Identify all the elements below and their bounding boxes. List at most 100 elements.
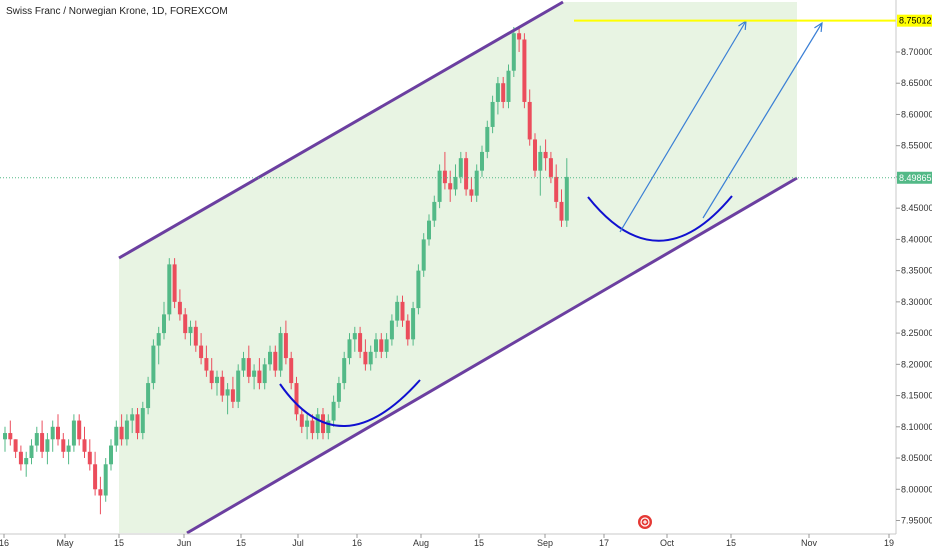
- price-tick-label: 7.95000: [901, 516, 932, 526]
- price-tick-label: 8.25000: [901, 328, 932, 338]
- candles-layer: [3, 26, 569, 515]
- candle-body: [82, 439, 87, 452]
- candle-body: [506, 70, 511, 102]
- candle-body: [358, 333, 363, 352]
- price-tick-label: 8.30000: [901, 297, 932, 307]
- level-price-badge: [897, 14, 932, 27]
- price-tick-label: 8.45000: [901, 203, 932, 213]
- candle-body: [310, 420, 315, 434]
- candle-body: [305, 420, 310, 427]
- candle-body: [119, 426, 124, 440]
- candle-body: [538, 151, 543, 171]
- candle-body: [220, 376, 225, 396]
- candle-body: [533, 139, 537, 171]
- candle-body: [135, 414, 140, 434]
- price-tick-label: 8.40000: [901, 234, 932, 244]
- candle-body: [215, 376, 219, 384]
- candle-body: [495, 83, 500, 102]
- candle-body: [474, 170, 479, 196]
- candle-body: [517, 33, 522, 40]
- candle-body: [453, 176, 458, 190]
- current-price-label: 8.49865: [899, 173, 932, 183]
- candle-body: [289, 358, 294, 384]
- candle-body: [93, 464, 98, 490]
- time-tick-label: 15: [474, 538, 484, 548]
- candle-body: [241, 358, 246, 371]
- candle-body: [299, 414, 304, 427]
- projection-arrow: [702, 22, 823, 219]
- candle-body: [437, 170, 442, 202]
- channel-upper-line: [118, 0, 564, 260]
- candle-body: [522, 39, 527, 102]
- projection-arrowhead: [814, 21, 823, 33]
- candle-body: [400, 301, 405, 321]
- candle-body: [421, 239, 426, 271]
- candle-body: [559, 201, 564, 221]
- candle-body: [130, 414, 135, 421]
- candle-body: [24, 458, 29, 465]
- candle-body: [347, 339, 352, 359]
- time-tick-label: Sep: [537, 538, 553, 548]
- candle-body: [363, 351, 368, 365]
- candle-body: [77, 420, 82, 440]
- candle-body: [374, 339, 378, 352]
- price-tick-label: 8.55000: [901, 141, 932, 151]
- candle-body: [283, 333, 288, 359]
- candle-body: [485, 126, 490, 152]
- candle-body: [151, 345, 156, 384]
- candle-body: [87, 451, 92, 465]
- time-tick-label: 16: [0, 538, 9, 548]
- candle-body: [209, 370, 214, 384]
- price-tick-label: 8.10000: [901, 422, 932, 432]
- time-tick-label: 19: [884, 538, 894, 548]
- candle-body: [167, 264, 172, 315]
- time-tick-label: 17: [599, 538, 609, 548]
- candle-body: [230, 389, 235, 402]
- candle-body: [199, 345, 204, 359]
- candle-body: [50, 426, 55, 440]
- time-tick-label: Nov: [801, 538, 818, 548]
- price-tick-label: 8.05000: [901, 453, 932, 463]
- candle-body: [416, 270, 421, 309]
- candle-body: [45, 439, 50, 452]
- candle-body: [368, 351, 373, 365]
- price-axis: 7.95000 8.00000 8.05000 8.10000 8.15000 8.200…: [895, 0, 932, 534]
- candle-body: [204, 358, 209, 371]
- candle-body: [458, 158, 463, 177]
- candle-body: [427, 220, 431, 240]
- candle-body: [262, 364, 267, 384]
- candle-body: [321, 414, 325, 434]
- candle-body: [548, 158, 553, 177]
- candle-body: [294, 383, 299, 415]
- candle-body: [543, 151, 548, 159]
- time-tick-label: Jun: [177, 538, 192, 548]
- candle-body: [268, 351, 272, 365]
- time-tick-label: May: [56, 538, 74, 548]
- candle-body: [490, 101, 495, 127]
- chart-title: Swiss Franc / Norwegian Krone, 1D, FOREX…: [6, 6, 228, 17]
- candle-body: [103, 464, 108, 496]
- candle-body: [273, 351, 278, 371]
- rounding-bottom-arc: [587, 195, 733, 242]
- candle-body: [257, 370, 262, 384]
- level-price-label: 8.75012: [899, 16, 932, 26]
- candle-body: [34, 433, 39, 446]
- candle-body: [109, 445, 113, 465]
- candle-body: [405, 320, 410, 340]
- candle-body: [8, 433, 13, 440]
- candle-body: [225, 389, 230, 396]
- price-tick-label: 8.20000: [901, 359, 932, 369]
- candle-body: [395, 301, 400, 321]
- candle-body: [3, 433, 7, 440]
- candle-body: [442, 170, 447, 184]
- candle-body: [236, 370, 241, 402]
- time-tick-label: 15: [236, 538, 246, 548]
- time-tick-label: 16: [352, 538, 362, 548]
- drawings-layer: [0, 0, 896, 535]
- candle-body: [29, 445, 34, 459]
- candle-body: [98, 489, 103, 496]
- candle-body: [177, 301, 182, 315]
- candle-body: [464, 158, 469, 190]
- candle-body: [315, 414, 320, 434]
